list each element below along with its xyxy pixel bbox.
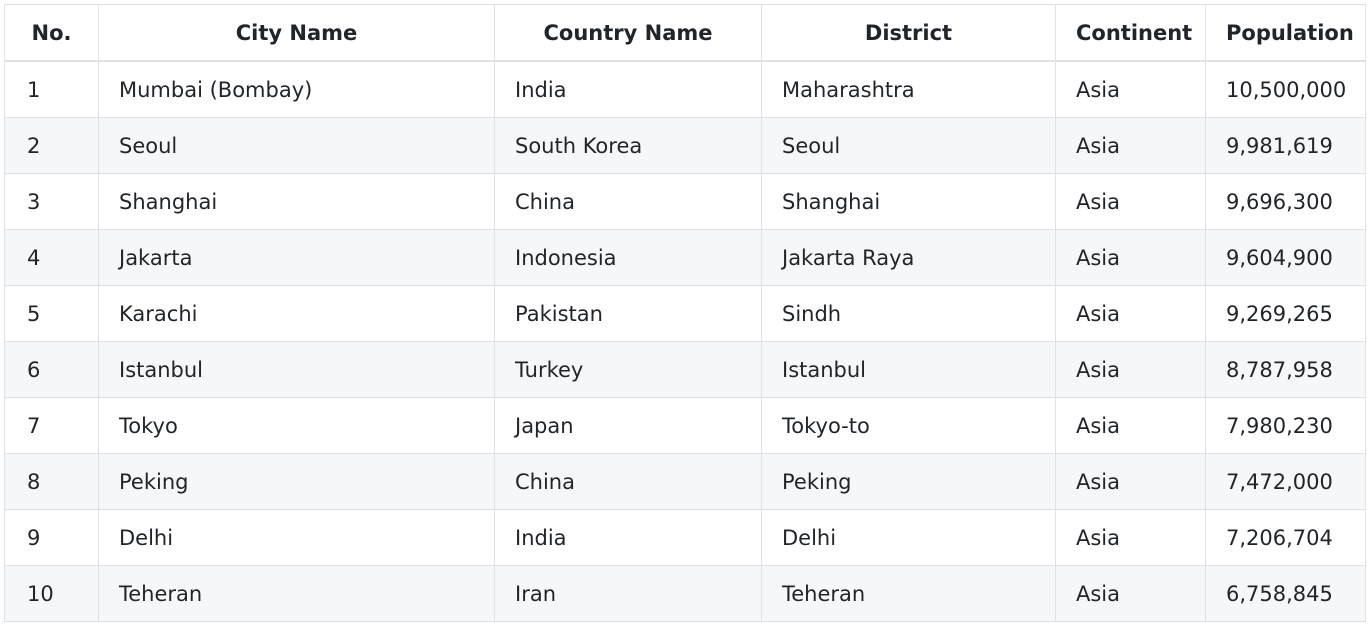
cell-no: 9 <box>4 509 99 566</box>
cell-no: 3 <box>4 173 99 230</box>
cell-country-name: China <box>494 173 762 230</box>
cell-population: 10,500,000 <box>1205 60 1366 118</box>
cell-country-name: China <box>494 453 762 510</box>
cell-no: 5 <box>4 285 99 342</box>
cell-city-name: Seoul <box>98 117 495 174</box>
cell-population: 7,472,000 <box>1205 453 1366 510</box>
table-row: 4 Jakarta Indonesia Jakarta Raya Asia 9,… <box>4 229 1366 286</box>
cell-continent: Asia <box>1055 453 1206 510</box>
cell-population: 7,206,704 <box>1205 509 1366 566</box>
city-table-container: No. City Name Country Name District Cont… <box>4 4 1366 622</box>
cell-district: Istanbul <box>761 341 1056 398</box>
cell-city-name: Karachi <box>98 285 495 342</box>
cell-city-name: Jakarta <box>98 229 495 286</box>
header-country-name: Country Name <box>494 4 762 62</box>
table-header: No. City Name Country Name District Cont… <box>4 4 1366 62</box>
table-row: 6 Istanbul Turkey Istanbul Asia 8,787,95… <box>4 341 1366 398</box>
header-no: No. <box>4 4 99 62</box>
cell-continent: Asia <box>1055 397 1206 454</box>
cell-district: Peking <box>761 453 1056 510</box>
cell-continent: Asia <box>1055 60 1206 118</box>
cell-district: Maharashtra <box>761 60 1056 118</box>
cell-no: 8 <box>4 453 99 510</box>
city-table: No. City Name Country Name District Cont… <box>4 4 1366 622</box>
cell-city-name: Istanbul <box>98 341 495 398</box>
cell-continent: Asia <box>1055 565 1206 622</box>
cell-city-name: Shanghai <box>98 173 495 230</box>
cell-district: Tokyo-to <box>761 397 1056 454</box>
table-body: 1 Mumbai (Bombay) India Maharashtra Asia… <box>4 60 1366 622</box>
cell-city-name: Mumbai (Bombay) <box>98 60 495 118</box>
cell-continent: Asia <box>1055 173 1206 230</box>
cell-population: 9,604,900 <box>1205 229 1366 286</box>
cell-city-name: Peking <box>98 453 495 510</box>
cell-country-name: South Korea <box>494 117 762 174</box>
cell-city-name: Delhi <box>98 509 495 566</box>
table-row: 10 Teheran Iran Teheran Asia 6,758,845 <box>4 565 1366 622</box>
cell-no: 6 <box>4 341 99 398</box>
table-row: 3 Shanghai China Shanghai Asia 9,696,300 <box>4 173 1366 230</box>
cell-continent: Asia <box>1055 117 1206 174</box>
cell-district: Seoul <box>761 117 1056 174</box>
table-row: 7 Tokyo Japan Tokyo-to Asia 7,980,230 <box>4 397 1366 454</box>
cell-country-name: India <box>494 60 762 118</box>
cell-population: 6,758,845 <box>1205 565 1366 622</box>
cell-no: 7 <box>4 397 99 454</box>
cell-district: Shanghai <box>761 173 1056 230</box>
header-city-name: City Name <box>98 4 495 62</box>
table-row: 5 Karachi Pakistan Sindh Asia 9,269,265 <box>4 285 1366 342</box>
cell-population: 9,269,265 <box>1205 285 1366 342</box>
cell-no: 1 <box>4 60 99 118</box>
cell-country-name: Indonesia <box>494 229 762 286</box>
header-district: District <box>761 4 1056 62</box>
table-row: 9 Delhi India Delhi Asia 7,206,704 <box>4 509 1366 566</box>
cell-city-name: Tokyo <box>98 397 495 454</box>
cell-district: Jakarta Raya <box>761 229 1056 286</box>
header-continent: Continent <box>1055 4 1206 62</box>
cell-no: 10 <box>4 565 99 622</box>
cell-country-name: Japan <box>494 397 762 454</box>
cell-population: 9,981,619 <box>1205 117 1366 174</box>
cell-country-name: Turkey <box>494 341 762 398</box>
cell-city-name: Teheran <box>98 565 495 622</box>
table-row: 1 Mumbai (Bombay) India Maharashtra Asia… <box>4 60 1366 118</box>
table-row: 2 Seoul South Korea Seoul Asia 9,981,619 <box>4 117 1366 174</box>
cell-district: Teheran <box>761 565 1056 622</box>
cell-no: 2 <box>4 117 99 174</box>
table-row: 8 Peking China Peking Asia 7,472,000 <box>4 453 1366 510</box>
cell-continent: Asia <box>1055 341 1206 398</box>
header-population: Population <box>1205 4 1366 62</box>
cell-no: 4 <box>4 229 99 286</box>
cell-district: Sindh <box>761 285 1056 342</box>
cell-country-name: Iran <box>494 565 762 622</box>
cell-district: Delhi <box>761 509 1056 566</box>
cell-population: 8,787,958 <box>1205 341 1366 398</box>
cell-population: 7,980,230 <box>1205 397 1366 454</box>
cell-country-name: Pakistan <box>494 285 762 342</box>
cell-continent: Asia <box>1055 509 1206 566</box>
cell-continent: Asia <box>1055 229 1206 286</box>
cell-population: 9,696,300 <box>1205 173 1366 230</box>
cell-country-name: India <box>494 509 762 566</box>
header-row: No. City Name Country Name District Cont… <box>4 4 1366 62</box>
cell-continent: Asia <box>1055 285 1206 342</box>
